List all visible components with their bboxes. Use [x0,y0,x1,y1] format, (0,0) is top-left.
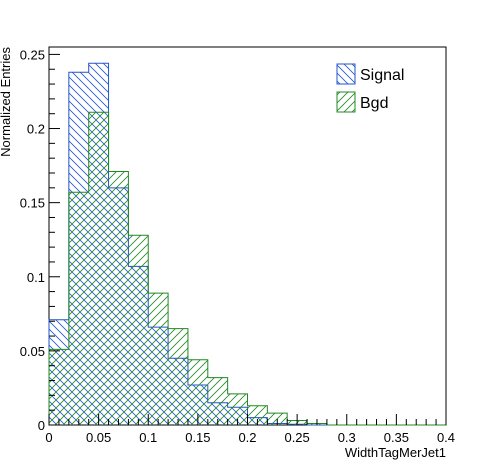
y-axis-label: Normalized Entries [0,47,13,157]
bin-bgd-7 [187,359,208,425]
x-tick-label: 0.1 [139,430,157,445]
bin-bgd-5 [148,293,169,425]
x-tick-label: 0.2 [238,430,256,445]
legend-label-signal: Signal [360,67,404,84]
bin-bgd-0 [49,349,69,425]
bin-bgd-3 [108,171,129,425]
x-axis-label: WidthTagMerJet1 [345,445,446,460]
series-bgd [48,111,446,426]
y-tick-label: 0 [38,418,45,433]
bin-bgd-1 [68,192,89,425]
x-tick-label: 0 [45,430,52,445]
legend: Signal Bgd [336,63,404,113]
x-tick-label: 0.15 [185,430,210,445]
bin-bgd-8 [207,377,228,425]
y-tick-label: 0.25 [20,47,45,62]
x-tick-label: 0.25 [284,430,309,445]
outline-bgd [48,111,446,426]
x-tick-label: 0.35 [384,430,409,445]
bin-bgd-10 [247,405,268,425]
x-tick-label: 0.4 [437,430,455,445]
x-tick-label: 0.3 [338,430,356,445]
x-tick-label: 0.05 [86,430,111,445]
y-tick-label: 0.2 [27,122,45,137]
bin-bgd-9 [227,393,248,425]
bin-bgd-6 [168,328,188,425]
bin-bgd-4 [128,235,149,425]
legend-swatch-signal [336,63,356,85]
y-tick-label: 0.1 [27,270,45,285]
y-tick-label: 0.15 [20,196,45,211]
legend-swatch-bgd [336,91,356,113]
bin-bgd-2 [88,112,109,426]
legend-label-bgd: Bgd [360,95,388,112]
axes: 0 0.05 0.1 0.15 0.2 0.25 0.3 0.35 0.4 0 0.05 0.1 0.1… [20,47,455,445]
histogram-series [48,62,446,426]
y-tick-label: 0.05 [20,344,45,359]
